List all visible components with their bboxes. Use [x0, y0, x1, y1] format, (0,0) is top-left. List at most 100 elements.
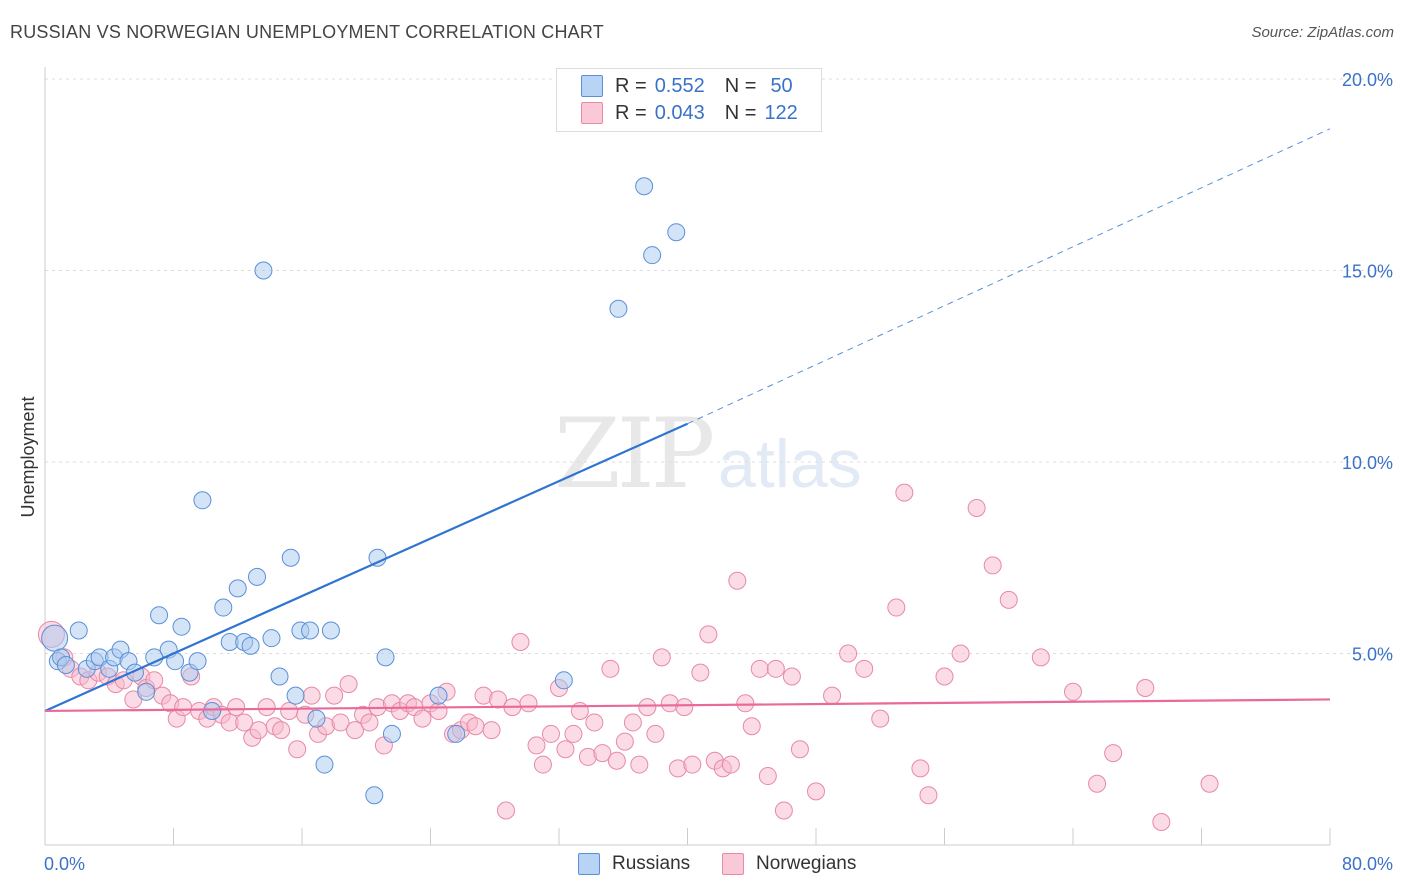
stats-legend: R = 0.552 N = 50 R = 0.043 N = 122: [556, 68, 822, 132]
russians-point: [188, 652, 207, 671]
y-tick-label: 20.0%: [1342, 70, 1393, 90]
russians-point: [609, 299, 628, 318]
russians-n-value: 50: [770, 74, 793, 97]
x-tick-label: 80.0%: [1342, 854, 1393, 874]
russians-point: [172, 617, 191, 636]
russians-point: [56, 655, 75, 674]
norwegians-point: [983, 556, 1002, 575]
norwegians-point: [895, 483, 914, 502]
watermark-atlas: atlas: [718, 426, 862, 502]
norwegians-point: [887, 598, 906, 617]
russians-point: [254, 261, 273, 280]
russians-point: [315, 755, 334, 774]
norwegians-point: [1031, 648, 1050, 667]
norwegians-point: [280, 701, 299, 720]
russians-trend-extension: [687, 128, 1331, 425]
norwegians-point: [935, 667, 954, 686]
norwegians-point: [429, 701, 448, 720]
norwegians-legend-swatch: [722, 853, 744, 875]
russians-point: [69, 621, 88, 640]
russians-point: [137, 682, 156, 701]
russians-r-value: 0.552: [654, 74, 705, 97]
russians-point: [286, 686, 305, 705]
norwegians-point: [823, 686, 842, 705]
norwegians-point: [556, 740, 575, 759]
norwegians-point: [951, 644, 970, 663]
norwegians-point: [967, 498, 986, 517]
russians-point: [635, 177, 654, 196]
norwegians-point: [585, 713, 604, 732]
norwegians-point: [564, 724, 583, 743]
norwegians-point: [630, 755, 649, 774]
norwegians-point: [683, 755, 702, 774]
norwegians-point: [646, 724, 665, 743]
russians-trend-line: [44, 422, 688, 712]
norwegians-point: [288, 740, 307, 759]
norwegians-n-value: 122: [764, 101, 798, 124]
norwegians-point: [750, 659, 769, 678]
norwegians-swatch: [581, 102, 603, 124]
chart-title: RUSSIAN VS NORWEGIAN UNEMPLOYMENT CORREL…: [10, 22, 604, 42]
norwegians-point: [652, 648, 671, 667]
norwegians-point: [758, 767, 777, 786]
norwegians-point: [790, 740, 809, 759]
norwegians-point: [174, 698, 193, 717]
norwegians-point: [272, 721, 291, 740]
legend-row-norwegians: R = 0.043 N = 122: [581, 101, 798, 125]
norwegians-point: [601, 659, 620, 678]
r-label: R =: [615, 74, 647, 97]
norwegians-point: [519, 694, 538, 713]
russians-point: [376, 648, 395, 667]
norwegians-trend-line: [44, 698, 1331, 713]
norwegians-point: [1152, 813, 1171, 832]
russians-point: [368, 548, 387, 567]
norwegians-point: [736, 694, 755, 713]
norwegians-point: [691, 663, 710, 682]
norwegians-point: [533, 755, 552, 774]
norwegians-point: [235, 713, 254, 732]
norwegians-point: [911, 759, 930, 778]
norwegians-point: [339, 675, 358, 694]
russians-point: [447, 724, 466, 743]
russians-point: [365, 786, 384, 805]
norwegians-point: [257, 698, 276, 717]
russians-point: [41, 624, 69, 652]
norwegians-point: [325, 686, 344, 705]
norwegians-point: [871, 709, 890, 728]
russians-point: [262, 629, 281, 648]
russians-swatch: [581, 75, 603, 97]
norwegians-point: [766, 659, 785, 678]
norwegians-point: [511, 633, 530, 652]
norwegians-legend-label: Norwegians: [756, 853, 857, 874]
norwegians-point: [360, 713, 379, 732]
norwegians-point: [607, 751, 626, 770]
norwegians-point: [496, 801, 515, 820]
norwegians-point: [1200, 774, 1219, 793]
russians-point: [270, 667, 289, 686]
russians-point: [193, 491, 212, 510]
norwegians-point: [721, 755, 740, 774]
russians-point: [281, 548, 300, 567]
n-label: N =: [724, 74, 757, 97]
norwegians-point: [302, 686, 321, 705]
russians-point: [228, 579, 247, 598]
norwegians-point: [623, 713, 642, 732]
norwegians-point: [839, 644, 858, 663]
norwegians-point: [807, 782, 825, 801]
russians-point: [150, 606, 169, 625]
norwegians-point: [699, 625, 718, 644]
y-tick-label: 10.0%: [1342, 453, 1393, 473]
norwegians-point: [541, 724, 560, 743]
russians-point: [241, 636, 260, 655]
russians-point: [203, 701, 222, 720]
norwegians-point: [782, 667, 801, 686]
norwegians-point: [728, 571, 747, 590]
russians-point: [667, 223, 686, 242]
russians-legend-label: Russians: [612, 853, 691, 874]
norwegians-point: [615, 732, 634, 751]
y-tick-label: 15.0%: [1342, 262, 1393, 282]
russians-point: [643, 246, 662, 265]
r-label: R =: [615, 101, 647, 124]
norwegians-point: [855, 659, 874, 678]
